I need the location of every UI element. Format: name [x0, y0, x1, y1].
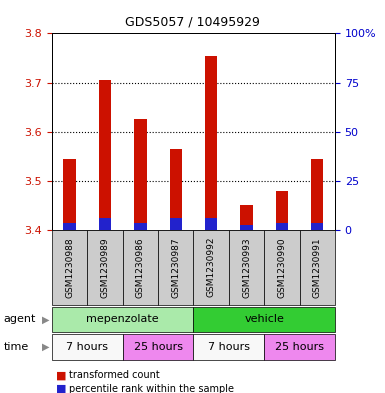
Bar	[52, 334, 123, 360]
Text: ▶: ▶	[42, 342, 50, 352]
Text: transformed count: transformed count	[69, 370, 160, 380]
Bar	[205, 218, 218, 230]
Bar	[193, 307, 335, 332]
Bar	[205, 55, 218, 230]
Bar	[64, 159, 76, 230]
Text: GSM1230989: GSM1230989	[100, 237, 110, 298]
Text: GSM1230993: GSM1230993	[242, 237, 251, 298]
Bar	[193, 230, 229, 305]
Bar	[52, 307, 193, 332]
Bar	[169, 149, 182, 230]
Bar	[311, 159, 323, 230]
Bar	[52, 230, 87, 305]
Bar	[276, 222, 288, 230]
Text: GSM1230990: GSM1230990	[277, 237, 286, 298]
Bar	[64, 222, 76, 230]
Text: GSM1230987: GSM1230987	[171, 237, 180, 298]
Text: mepenzolate: mepenzolate	[86, 314, 159, 324]
Bar	[240, 206, 253, 230]
Bar	[123, 230, 158, 305]
Bar	[158, 230, 193, 305]
Bar	[134, 222, 147, 230]
Text: ▶: ▶	[42, 314, 50, 324]
Bar	[87, 230, 123, 305]
Bar	[264, 334, 335, 360]
Text: 25 hours: 25 hours	[275, 342, 324, 352]
Bar	[193, 334, 264, 360]
Text: 7 hours: 7 hours	[208, 342, 250, 352]
Bar	[123, 334, 193, 360]
Text: agent: agent	[4, 314, 36, 324]
Bar	[276, 191, 288, 230]
Text: GSM1230991: GSM1230991	[313, 237, 322, 298]
Text: 7 hours: 7 hours	[66, 342, 108, 352]
Text: ■: ■	[56, 384, 66, 393]
Bar	[240, 225, 253, 230]
Text: ■: ■	[56, 370, 66, 380]
Bar	[99, 80, 111, 230]
Bar	[264, 230, 300, 305]
Text: GSM1230988: GSM1230988	[65, 237, 74, 298]
Bar	[311, 222, 323, 230]
Bar	[169, 218, 182, 230]
Bar	[229, 230, 264, 305]
Bar	[134, 119, 147, 230]
Bar	[300, 230, 335, 305]
Text: percentile rank within the sample: percentile rank within the sample	[69, 384, 234, 393]
Text: GDS5057 / 10495929: GDS5057 / 10495929	[125, 16, 260, 29]
Text: vehicle: vehicle	[244, 314, 284, 324]
Text: GSM1230992: GSM1230992	[207, 237, 216, 298]
Text: 25 hours: 25 hours	[134, 342, 182, 352]
Text: time: time	[4, 342, 29, 352]
Bar	[99, 218, 111, 230]
Text: GSM1230986: GSM1230986	[136, 237, 145, 298]
